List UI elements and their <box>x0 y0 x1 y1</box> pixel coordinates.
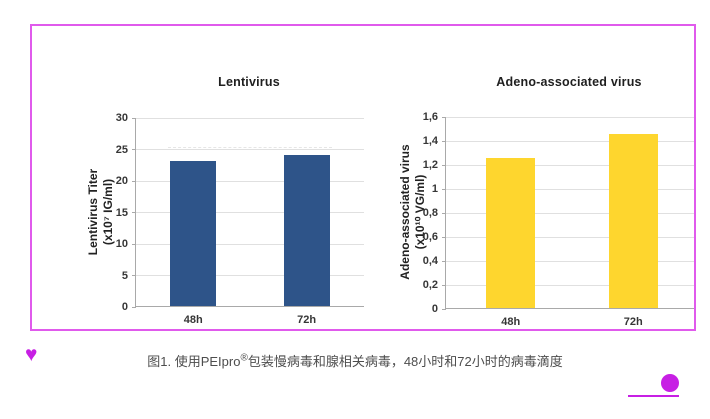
figure-frame: Lentivirus Lentivirus Titer (x10⁷ IG/ml)… <box>30 24 696 331</box>
accent-dot <box>661 374 679 392</box>
y-tick-mark <box>442 140 446 142</box>
registered-trademark-symbol: ® <box>240 352 248 364</box>
y-tick-label: 0,8 <box>422 207 438 219</box>
y-tick-mark <box>132 212 136 213</box>
y-tick-mark <box>442 236 446 238</box>
gridline <box>446 236 694 238</box>
heart-icon: ♥ <box>25 343 38 366</box>
y-tick-label: 1,6 <box>422 111 438 123</box>
y-tick-label: 15 <box>115 206 128 219</box>
gridline <box>446 116 694 118</box>
bar-72h <box>608 134 658 308</box>
caption-suffix: 包装慢病毒和腺相关病毒，48小时和72小时的病毒滴度 <box>247 354 563 369</box>
chart-title: Lentivirus <box>218 75 280 89</box>
gridline <box>446 260 694 262</box>
gridline <box>136 243 364 245</box>
bar-48h <box>486 158 536 308</box>
caption-prefix: 图1. 使用PEIpro <box>147 354 241 369</box>
y-tick-mark <box>442 212 446 214</box>
gridline <box>446 188 694 190</box>
y-tick-label: 0,4 <box>422 255 438 267</box>
y-tick-label: 1,4 <box>422 135 438 147</box>
plot-area: 0 0,2 0,4 0,6 0,8 1 1,2 1,4 1,6 48h 72h <box>423 111 694 328</box>
bar-72h <box>283 154 330 306</box>
accent-underline <box>628 395 679 397</box>
gridline <box>446 140 694 142</box>
y-tick-label: 0,6 <box>422 231 438 243</box>
gridline <box>136 149 364 150</box>
gridline <box>136 117 364 119</box>
y-tick-label: 0 <box>121 301 128 313</box>
y-tick-label: 20 <box>115 175 128 187</box>
x-tick-label: 72h <box>297 314 317 326</box>
y-tick-label: 0,2 <box>422 279 438 291</box>
y-tick-label: 1 <box>431 183 438 195</box>
gridline <box>446 164 694 166</box>
dashed-reference-line <box>167 146 333 148</box>
bar-48h <box>170 161 217 306</box>
y-tick-mark <box>442 284 446 286</box>
figure-caption: 图1. 使用PEIpro®包装慢病毒和腺相关病毒，48小时和72小时的病毒滴度 <box>0 351 710 370</box>
y-tick-mark <box>442 308 446 310</box>
y-tick-mark <box>132 117 136 119</box>
y-tick-label: 25 <box>115 143 128 156</box>
y-tick-label: 30 <box>115 112 128 124</box>
y-tick-mark <box>442 260 446 262</box>
x-tick-label: 48h <box>183 314 203 326</box>
y-tick-mark <box>442 164 446 166</box>
y-tick-label: 5 <box>121 269 128 282</box>
gridline <box>136 275 364 276</box>
gridline <box>136 180 364 182</box>
y-tick-label: 10 <box>115 238 128 250</box>
plot-area: 0 5 10 15 20 25 30 48h 72h <box>116 112 364 326</box>
y-tick-mark <box>132 149 136 150</box>
chart-title: Adeno-associated virus <box>496 75 642 89</box>
x-tick-label: 48h <box>501 316 521 328</box>
y-tick-mark <box>132 306 136 308</box>
gridline <box>136 212 364 213</box>
gridline <box>446 284 694 286</box>
y-tick-label: 0 <box>431 303 438 315</box>
y-tick-mark <box>132 180 136 182</box>
y-tick-mark <box>132 275 136 276</box>
aav-chart: Adeno-associated virus Adeno-associated … <box>382 70 702 340</box>
y-tick-label: 1,2 <box>422 159 438 171</box>
y-tick-mark <box>442 116 446 118</box>
lentivirus-chart: Lentivirus Lentivirus Titer (x10⁷ IG/ml)… <box>72 70 372 340</box>
y-tick-mark <box>132 243 136 245</box>
y-tick-mark <box>442 188 446 190</box>
x-tick-label: 72h <box>623 316 643 328</box>
gridline <box>446 212 694 214</box>
